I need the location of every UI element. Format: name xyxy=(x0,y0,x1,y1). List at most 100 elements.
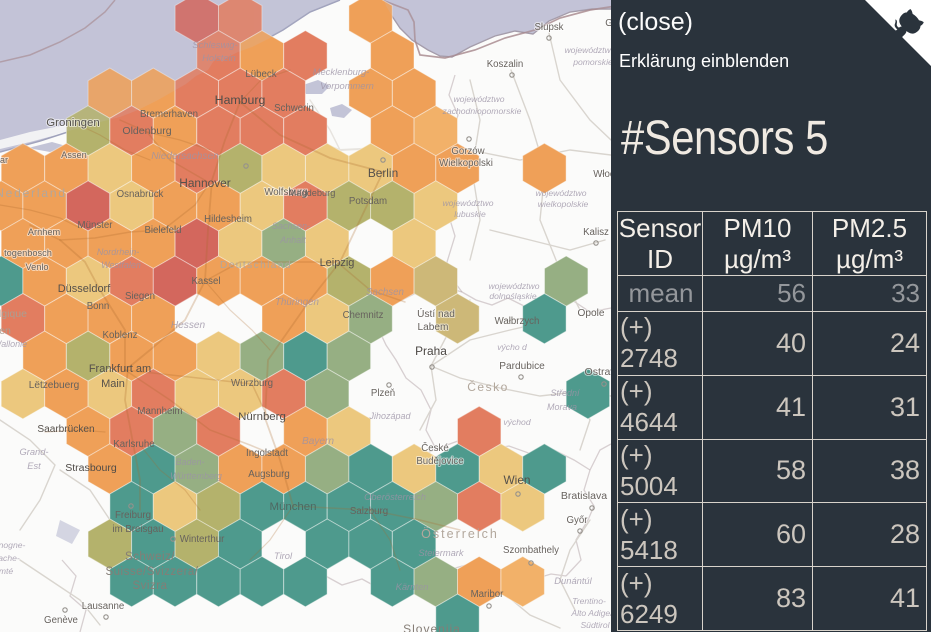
svg-text:Frankfurt am: Frankfurt am xyxy=(89,363,151,375)
svg-text:Westfalen: Westfalen xyxy=(101,260,141,270)
svg-text:výchо d: výchо d xyxy=(497,342,527,352)
svg-text:Budějovice: Budějovice xyxy=(416,456,463,467)
svg-text:Sachsen: Sachsen xyxy=(366,287,404,298)
svg-text:Südtirol: Südtirol xyxy=(580,620,610,630)
svg-text:elgique: elgique xyxy=(0,308,27,320)
svg-text:Ingolstadt: Ingolstadt xyxy=(246,448,288,459)
svg-text:Koszalin: Koszalin xyxy=(487,59,524,70)
svg-text:ar: ar xyxy=(0,155,8,165)
svg-text:Niedersachsen: Niedersachsen xyxy=(151,151,219,162)
svg-text:Assen: Assen xyxy=(61,150,87,160)
svg-text:Koblenz: Koblenz xyxy=(103,330,138,341)
svg-text:Bielefeld: Bielefeld xyxy=(144,225,181,236)
svg-text:Kärnten: Kärnten xyxy=(396,582,429,592)
svg-text:Hildesheim: Hildesheim xyxy=(204,214,252,225)
svg-text:Slovenija: Slovenija xyxy=(403,622,461,632)
svg-text:Baden-: Baden- xyxy=(176,457,205,467)
svg-text:Mannheim: Mannheim xyxy=(137,406,182,417)
svg-text:Winterthur: Winterthur xyxy=(180,534,225,545)
svg-text:Gorzów: Gorzów xyxy=(451,146,485,157)
svg-text:Lübeck: Lübeck xyxy=(245,69,276,80)
svg-text:Jihozápad: Jihozápad xyxy=(369,411,412,421)
svg-text:Pardubice: Pardubice xyxy=(499,361,545,372)
svg-text:województwo: województwo xyxy=(535,188,586,198)
svg-text:Holstein: Holstein xyxy=(202,53,236,63)
svg-text:Szombathely: Szombathely xyxy=(503,545,559,556)
svg-text:Schleswig-: Schleswig- xyxy=(192,40,237,50)
svg-text:Lausanne: Lausanne xyxy=(82,601,125,612)
svg-text:pomorskie: pomorskie xyxy=(572,57,611,67)
svg-text:Arnhem: Arnhem xyxy=(28,227,61,237)
svg-text:Wolfsburg: Wolfsburg xyxy=(264,187,307,198)
svg-text:Siegen: Siegen xyxy=(125,291,155,302)
svg-text:Wielkopolski: Wielkopolski xyxy=(439,158,493,169)
svg-text:województwo: województwo xyxy=(564,45,611,55)
svg-text:Labem: Labem xyxy=(418,322,449,333)
svg-text:Trentino-: Trentino- xyxy=(572,596,606,606)
svg-text:České: České xyxy=(421,443,448,454)
svg-text:Bayern: Bayern xyxy=(302,436,334,447)
svg-text:Nederland: Nederland xyxy=(0,186,67,200)
svg-text:Augsburg: Augsburg xyxy=(248,469,289,480)
svg-text:Bonn: Bonn xyxy=(87,301,110,312)
svg-text:mté: mté xyxy=(0,566,13,576)
svg-text:Strasbourg: Strasbourg xyxy=(65,462,117,474)
svg-text:Karlsruhe: Karlsruhe xyxy=(113,439,154,450)
svg-text:Genève: Genève xyxy=(44,615,78,626)
svg-text:Dunántúl: Dunántúl xyxy=(554,576,592,586)
svg-text:Plzeň: Plzeň xyxy=(371,388,395,399)
svg-text:województwo: województwo xyxy=(453,94,504,104)
svg-text:en: en xyxy=(0,325,11,337)
svg-text:Münster: Münster xyxy=(78,220,114,231)
svg-text:Bremerhaven: Bremerhaven xyxy=(140,109,198,120)
svg-text:Svizra: Svizra xyxy=(133,580,168,592)
svg-text:Lëtzebuerg: Lëtzebuerg xyxy=(29,380,80,391)
svg-text:Mecklenburg-: Mecklenburg- xyxy=(313,67,370,77)
svg-text:dolnośląskie: dolnośląskie xyxy=(489,291,536,301)
svg-text:nogne-: nogne- xyxy=(0,540,25,550)
svg-text:ache-: ache- xyxy=(0,553,20,563)
svg-text:Nordrhein-: Nordrhein- xyxy=(97,247,139,257)
svg-text:Włoc: Włoc xyxy=(593,169,611,180)
svg-text:Ústí nad: Ústí nad xyxy=(417,307,455,320)
svg-text:výchоd: výchоd xyxy=(503,417,530,427)
svg-text:Wallonie: Wallonie xyxy=(0,339,27,349)
svg-text:Suisse/Svizzera/: Suisse/Svizzera/ xyxy=(105,566,198,578)
svg-text:Est: Est xyxy=(27,461,41,471)
svg-text:Střední: Střední xyxy=(551,388,581,398)
svg-text:Salzburg: Salzburg xyxy=(350,506,388,517)
svg-text:Oberösterreich: Oberösterreich xyxy=(364,492,426,502)
svg-text:München: München xyxy=(269,501,316,513)
svg-text:Potsdam: Potsdam xyxy=(349,196,387,207)
svg-text:Ostrava: Ostrava xyxy=(585,366,611,378)
svg-text:Hessen: Hessen xyxy=(171,320,206,331)
svg-text:lubuskie: lubuskie xyxy=(454,209,486,219)
svg-text:Oldenburg: Oldenburg xyxy=(122,125,171,137)
svg-text:im Breisgau: im Breisgau xyxy=(112,524,163,535)
svg-text:Maribor: Maribor xyxy=(471,589,505,600)
svg-text:Tirol: Tirol xyxy=(274,551,293,561)
svg-text:Kalisz: Kalisz xyxy=(583,227,609,238)
svg-text:Hannover: Hannover xyxy=(179,176,231,190)
svg-text:Praha: Praha xyxy=(415,344,447,358)
svg-text:Leipzig: Leipzig xyxy=(320,257,355,269)
svg-text:Nürnberg: Nürnberg xyxy=(238,411,286,423)
svg-text:Hamburg: Hamburg xyxy=(215,93,266,107)
svg-text:Würzburg: Würzburg xyxy=(231,378,273,389)
svg-text:Wien: Wien xyxy=(503,473,530,487)
svg-text:Grand-: Grand- xyxy=(19,447,48,457)
svg-text:Steiermark: Steiermark xyxy=(418,548,465,558)
svg-text:Schwerin: Schwerin xyxy=(274,103,314,114)
svg-text:województwo: województwo xyxy=(488,281,539,291)
svg-text:Thüringen: Thüringen xyxy=(275,297,319,308)
svg-text:wielkopolskie: wielkopolskie xyxy=(538,199,589,209)
svg-text:Morava: Morava xyxy=(547,402,577,412)
svg-text:Groningen: Groningen xyxy=(46,117,99,129)
svg-text:Vorpommern: Vorpommern xyxy=(320,81,374,91)
svg-text:Słupsk: Słupsk xyxy=(534,22,563,33)
svg-text:Sachsen-: Sachsen- xyxy=(272,221,310,231)
svg-text:województwo: województwo xyxy=(442,198,493,208)
svg-text:Alto Adige/: Alto Adige/ xyxy=(570,608,611,618)
svg-text:Győr: Győr xyxy=(567,515,589,526)
svg-text:Württemberg: Württemberg xyxy=(170,471,222,481)
